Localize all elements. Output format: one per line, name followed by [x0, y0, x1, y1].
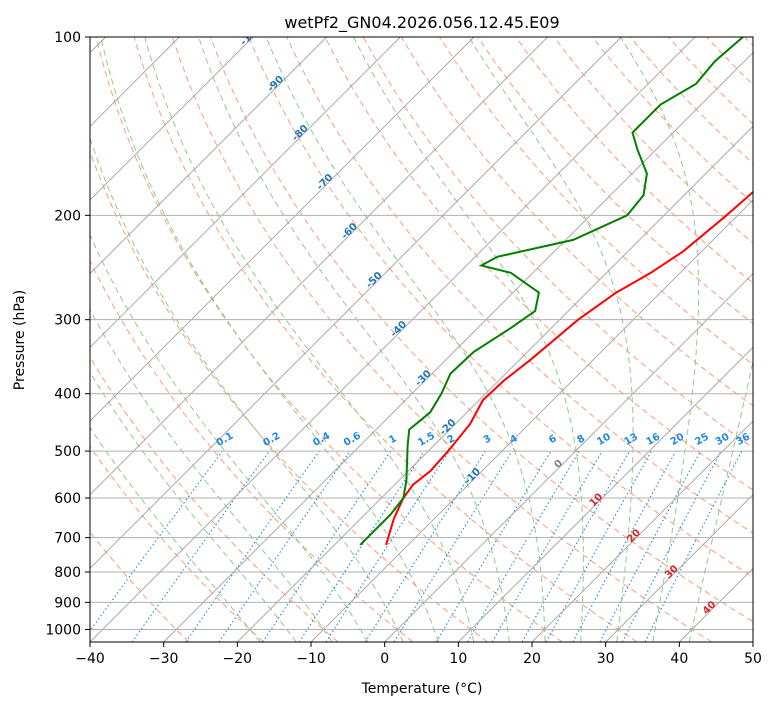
plot-frame: [89, 36, 754, 643]
mixing-ratio-line: [325, 450, 450, 642]
mixing-ratio-label: 2: [446, 433, 458, 446]
x-tick-label: −10: [296, 651, 326, 667]
x-tick-label: −40: [75, 651, 105, 667]
y-axis-ticks: 100 200 300 400 500 600 700 800 900 1000: [45, 30, 90, 638]
isotherm-line: [384, 273, 753, 642]
isotherm-line: [90, 37, 696, 642]
isotherms: [90, 37, 753, 642]
mixing-ratio-line: [572, 450, 677, 642]
x-axis-label: Temperature (°C): [361, 681, 483, 697]
x-axis-ticks: −40 −30 −20 −10 0 10 20 30 40 50: [75, 642, 762, 667]
x-tick-label: −20: [223, 651, 253, 667]
dry-adiabat-line: [248, 37, 753, 578]
isotherm-line: [605, 494, 753, 642]
mixing-ratio-line: [218, 450, 351, 642]
dry-adiabat-line: [324, 37, 753, 491]
dry-adiabat-line: [515, 37, 753, 284]
x-tick-label: 40: [670, 651, 688, 667]
y-tick-label: 300: [54, 313, 81, 329]
mixing-ratio-label: 6: [547, 433, 559, 446]
moist-adiabat-line: [100, 37, 439, 642]
isotherm-line: [458, 346, 753, 642]
y-tick-label: 100: [54, 30, 81, 46]
mixing-ratio-line: [521, 450, 630, 642]
dry-adiabats: [90, 37, 753, 642]
x-tick-label: 30: [597, 651, 615, 667]
mixing-ratio-line: [298, 450, 425, 642]
y-tick-label: 700: [54, 531, 81, 547]
mixing-ratio-line: [545, 450, 653, 642]
y-tick-label: 200: [54, 208, 81, 224]
chart-title: wetPf2_GN04.2026.056.12.45.E09: [284, 13, 559, 33]
temperature-profile-line: [385, 190, 753, 546]
mixing-ratio-line: [90, 450, 223, 632]
moist-adiabat-line: [90, 371, 297, 642]
dry-adiabat-line: [90, 445, 264, 642]
y-tick-label: 600: [54, 491, 81, 507]
plot-area: 0.10.20.40.611.52346810131620253036-100-…: [90, 22, 753, 642]
x-tick-label: 20: [523, 651, 541, 667]
moist-adiabat-line: [198, 37, 510, 642]
y-axis-label: Pressure (hPa): [12, 290, 28, 390]
moist-adiabat-line: [90, 136, 404, 642]
moist-adiabat-line: [353, 37, 584, 642]
moist-adiabat-line: [144, 37, 475, 642]
mixing-ratio-label: 3: [482, 433, 494, 446]
isotherm-line: [90, 37, 401, 348]
dry-adiabat-line: [286, 37, 753, 534]
dry-adiabat-line: [95, 37, 563, 642]
y-tick-label: 1000: [45, 622, 81, 638]
moist-adiabats: [90, 37, 753, 642]
isotherm-line: [163, 52, 753, 642]
mixing-ratio-lines: [90, 450, 743, 642]
mixing-ratio-line: [644, 450, 743, 642]
isotherm-line: [90, 37, 254, 201]
mixing-ratio-label: 1: [387, 433, 399, 446]
dry-adiabat-line: [133, 37, 638, 642]
moist-adiabat-line: [688, 358, 753, 642]
y-tick-label: 900: [54, 595, 81, 611]
moist-adiabat-line: [90, 426, 261, 642]
moist-adiabat-line: [90, 308, 333, 642]
dewpoint-profile-line: [359, 37, 744, 546]
y-tick-label: 500: [54, 444, 81, 460]
isotherm-line: [531, 420, 753, 642]
x-tick-label: 0: [380, 651, 389, 667]
moist-adiabat-line: [620, 37, 700, 642]
mixing-ratio-line: [131, 450, 270, 642]
isotherm-label: -100: [238, 22, 264, 48]
y-tick-label: 400: [54, 387, 81, 403]
dry-adiabat-line: [210, 37, 753, 623]
moist-adiabat-line: [90, 233, 369, 642]
isotherm-line: [90, 37, 475, 422]
mixing-ratio-line: [185, 450, 320, 642]
isotherm-line: [310, 199, 753, 642]
mixing-ratio-line: [262, 450, 392, 642]
pressure-gridlines: [90, 37, 753, 630]
moist-adiabat-line: [265, 37, 546, 642]
x-tick-label: 10: [449, 651, 467, 667]
isotherm-line: [90, 37, 327, 275]
dry-adiabat-line: [90, 259, 414, 642]
isotherm-line: [90, 37, 622, 569]
x-tick-label: 50: [744, 651, 762, 667]
y-tick-label: 800: [54, 565, 81, 581]
dry-adiabat-line: [90, 356, 339, 642]
mixing-ratio-line: [393, 450, 513, 642]
isotherm-line: [237, 125, 753, 642]
mixing-ratio-label: 8: [576, 433, 588, 446]
isotherm-line: [90, 37, 548, 496]
x-tick-label: −30: [149, 651, 179, 667]
mixing-ratio-label: 4: [508, 433, 520, 446]
dry-adiabat-line: [171, 37, 712, 642]
